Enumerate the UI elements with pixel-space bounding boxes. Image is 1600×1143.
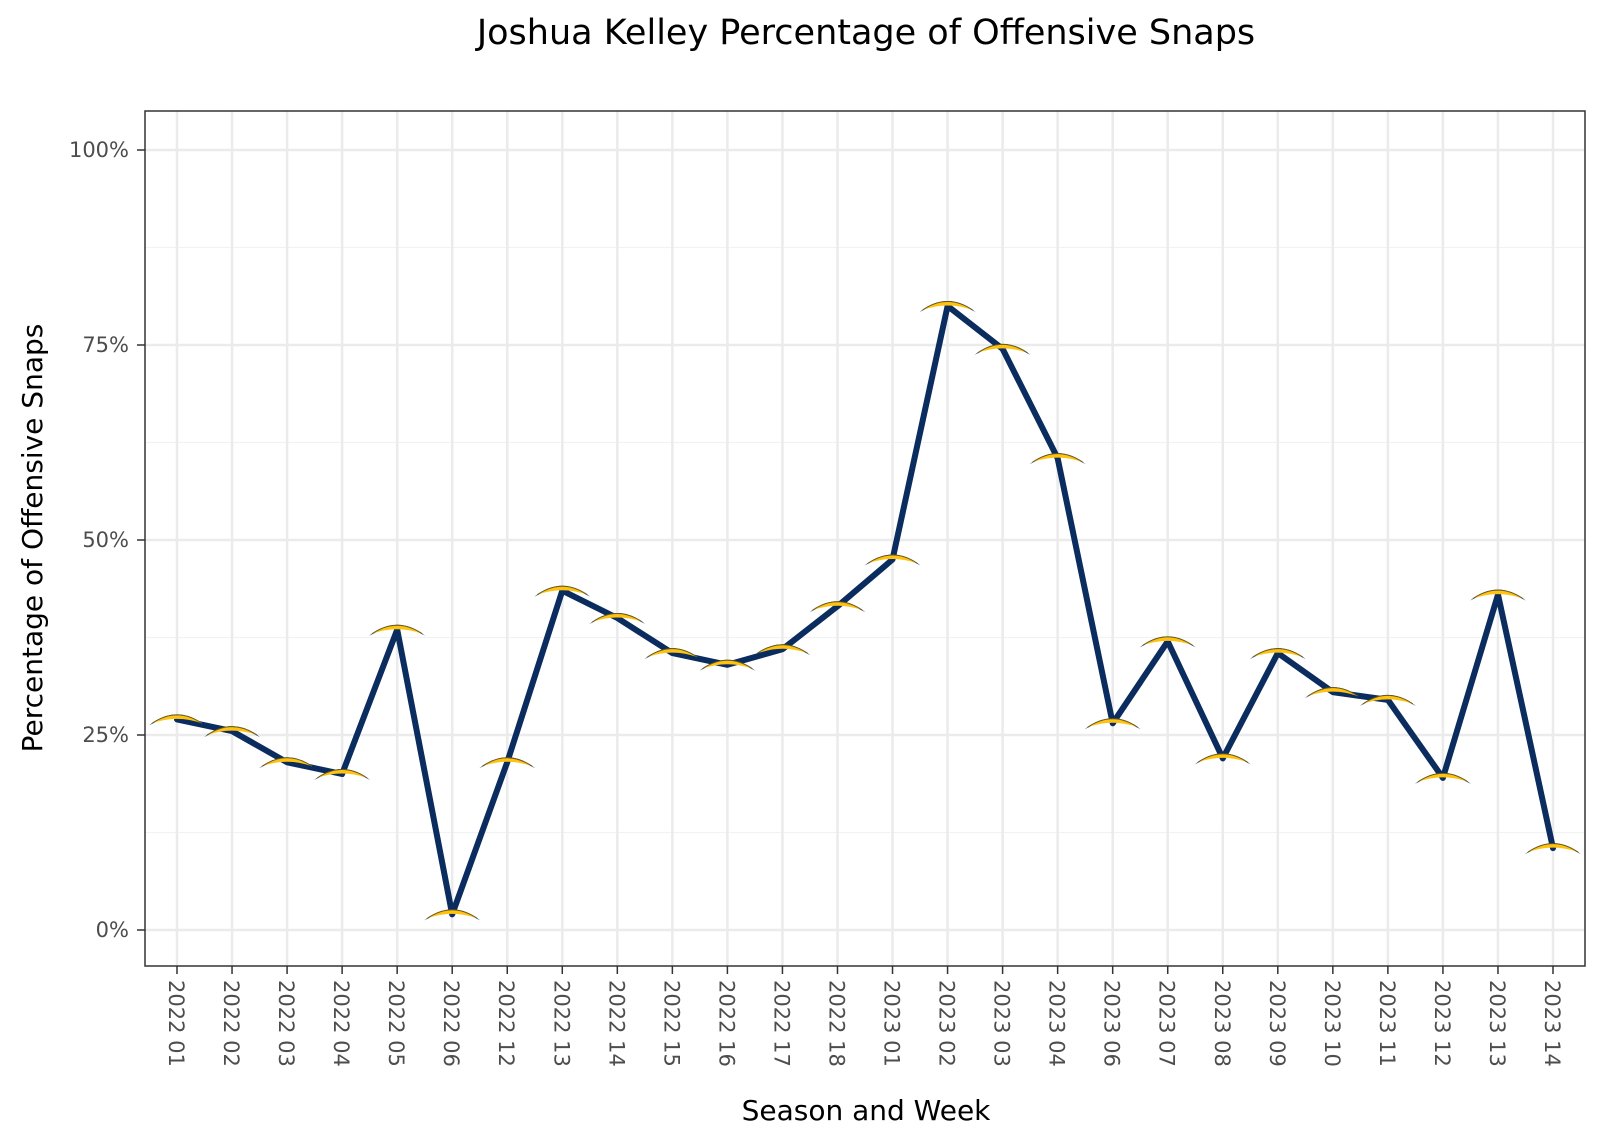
y-tick-label: 75% [82, 333, 129, 357]
x-tick-label: 2023 07 [1155, 980, 1179, 1067]
x-axis: 2022 01 2022 02 2022 03 2022 04 2022 05 2022 … [164, 966, 1564, 1067]
y-tick-label: 100% [69, 138, 129, 162]
x-tick-label: 2022 18 [824, 980, 848, 1067]
y-tick-label: 25% [82, 723, 129, 747]
x-tick-label: 2022 16 [714, 980, 738, 1067]
y-tick-label: 50% [82, 528, 129, 552]
x-tick-label: 2023 01 [880, 980, 904, 1067]
x-tick-label: 2022 12 [494, 980, 518, 1067]
markers [148, 300, 1582, 921]
chart-title: Joshua Kelley Percentage of Offensive Sn… [475, 13, 1255, 53]
y-tick-label: 0% [96, 918, 129, 942]
x-tick-label: 2022 15 [659, 980, 683, 1067]
x-tick-label: 2022 02 [219, 980, 243, 1067]
series-line-group [174, 303, 1556, 918]
x-tick-label: 2022 17 [769, 980, 793, 1067]
x-tick-label: 2023 08 [1210, 980, 1234, 1067]
x-tick-label: 2023 03 [990, 980, 1014, 1067]
x-tick-label: 2023 06 [1100, 980, 1124, 1067]
y-axis: 0% 25% 50% 75% 100% [69, 138, 145, 942]
x-tick-label: 2023 10 [1320, 980, 1344, 1067]
x-tick-label: 2022 13 [549, 980, 573, 1067]
x-tick-label: 2023 14 [1540, 980, 1564, 1067]
x-tick-label: 2023 11 [1375, 980, 1399, 1067]
x-tick-label: 2023 04 [1045, 980, 1069, 1067]
x-tick-label: 2023 13 [1485, 980, 1509, 1067]
x-tick-label: 2022 03 [274, 980, 298, 1067]
x-tick-label: 2022 05 [384, 980, 408, 1067]
x-axis-title: Season and Week [742, 1094, 992, 1127]
x-tick-label: 2022 06 [439, 980, 463, 1067]
x-tick-label: 2022 04 [329, 980, 353, 1067]
x-tick-label: 2022 01 [164, 980, 188, 1067]
x-tick-label: 2023 02 [935, 980, 959, 1067]
series-line [174, 303, 1556, 918]
grid [145, 111, 1585, 966]
plot-panel [144, 110, 1586, 967]
x-tick-label: 2023 09 [1265, 980, 1289, 1067]
x-tick-label: 2022 14 [604, 980, 628, 1067]
x-tick-label: 2023 12 [1430, 980, 1454, 1067]
y-axis-title: Percentage of Offensive Snaps [16, 324, 49, 753]
